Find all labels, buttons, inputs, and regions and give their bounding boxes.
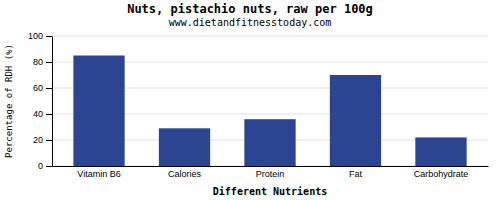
x-tick-label: Fat — [349, 169, 363, 179]
bar — [330, 75, 381, 166]
y-tick-mark — [46, 140, 52, 141]
grid-line — [52, 36, 488, 37]
plot: 0 20 40 60 80 100 Vitamin B6 Calories Protein Fat… — [28, 31, 489, 179]
y-tick-label: 60 — [33, 83, 43, 93]
y-tick-mark — [46, 88, 52, 89]
y-tick-mark — [46, 36, 52, 37]
y-tick: 40 — [33, 109, 52, 119]
y-tick-mark — [46, 166, 52, 167]
x-tick-label: Vitamin B6 — [77, 169, 120, 179]
bar — [244, 119, 295, 166]
y-axis-title: Percentage of RDH (%) — [4, 44, 14, 158]
y-tick-label: 40 — [33, 109, 43, 119]
x-axis-title: Different Nutrients — [213, 186, 327, 197]
x-tick-label: Calories — [168, 169, 202, 179]
y-tick: 60 — [33, 83, 52, 93]
y-tick: 80 — [33, 57, 52, 67]
y-tick-mark — [46, 114, 52, 115]
y-axis: 0 20 40 60 80 100 — [28, 31, 53, 171]
x-tick: Carbohydrate — [414, 169, 469, 179]
x-tick: Fat — [349, 169, 363, 179]
bar — [159, 128, 210, 166]
y-tick-label: 80 — [33, 57, 43, 67]
y-tick-label: 0 — [38, 161, 43, 171]
x-axis: Vitamin B6 Calories Protein Fat Carbohydrate — [53, 167, 489, 180]
x-tick-label: Protein — [256, 169, 285, 179]
y-tick-label: 20 — [33, 135, 43, 145]
bar — [415, 137, 466, 166]
y-tick-mark — [46, 62, 52, 63]
bar — [73, 56, 124, 167]
x-tick: Protein — [256, 169, 285, 179]
y-tick: 20 — [33, 135, 52, 145]
grid — [52, 36, 488, 166]
x-tick: Calories — [168, 169, 202, 179]
y-tick-label: 100 — [28, 31, 43, 41]
y-axis-line — [52, 37, 53, 167]
x-tick: Vitamin B6 — [77, 169, 120, 179]
bars — [73, 56, 466, 167]
subtitle: www.dietandfitnesstoday.com — [169, 17, 332, 28]
y-tick: 100 — [28, 31, 52, 41]
title: Nuts, pistachio nuts, raw per 100g — [127, 2, 373, 16]
chart: Nuts, pistachio nuts, raw per 100gwww.di… — [0, 0, 500, 200]
x-tick-label: Carbohydrate — [414, 169, 469, 179]
x-axis-line — [53, 166, 489, 167]
y-tick: 0 — [38, 161, 52, 171]
